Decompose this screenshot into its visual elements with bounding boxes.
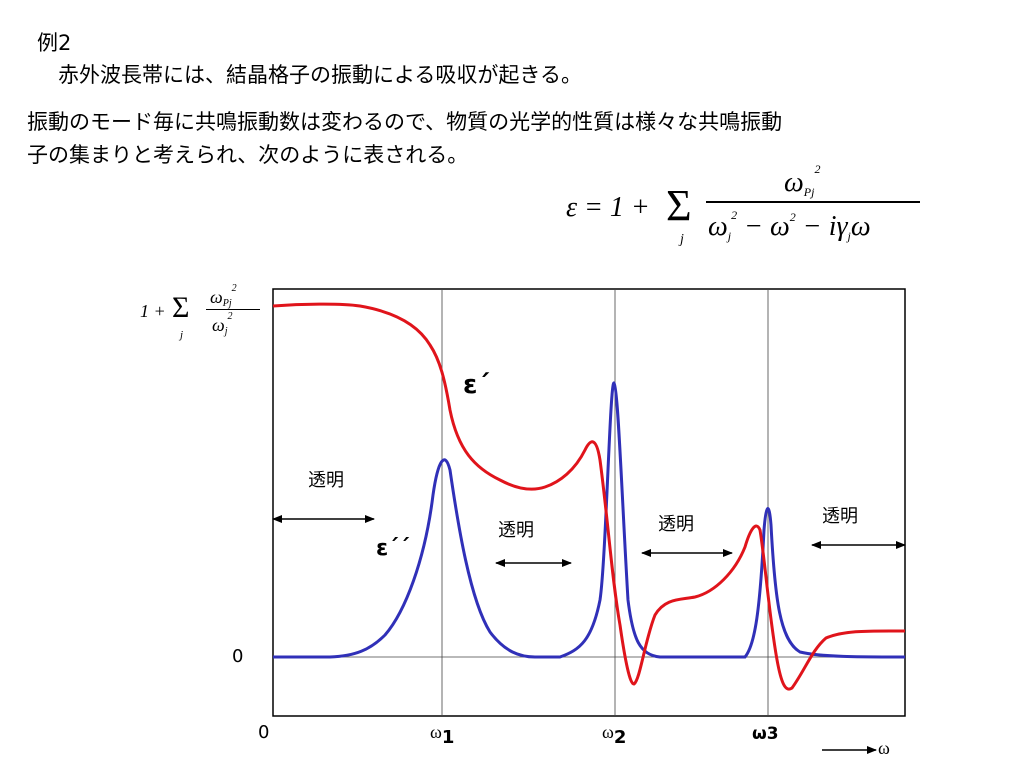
body-line-2: 子の集まりと考えられ、次のように表される。	[27, 143, 469, 167]
transparent-label-4: 透明	[822, 506, 858, 527]
y-tick-zero: 0	[232, 646, 244, 667]
epsilon-imag-label: ε´´	[376, 536, 411, 561]
axis-formula-sigma: Σ	[172, 291, 190, 324]
x-tick-omega-3: ω3	[752, 724, 779, 744]
formula-denominator: ωj2 − ω2 − iγjω	[708, 208, 871, 243]
axis-formula-lhs: 1 +	[140, 301, 166, 321]
heading: 例2	[37, 31, 72, 55]
x-tick-omega-2: ω2	[602, 722, 627, 748]
epsilon-imag-curve	[273, 381, 906, 659]
transparent-label-3: 透明	[658, 514, 694, 535]
formula-sigma: Σ	[666, 181, 692, 230]
formula-sum-index: j	[680, 232, 684, 247]
intro-line: 赤外波長帯には、結晶格子の振動による吸収が起きる。	[58, 63, 582, 87]
body-line-1: 振動のモード毎に共鳴振動数は変わるので、物質の光学的性質は様々な共鳴振動	[27, 110, 783, 134]
x-axis-label: ω	[878, 738, 890, 758]
axis-formula-bar	[206, 309, 260, 310]
plot-frame	[272, 288, 906, 717]
axis-formula-denominator: ωj2	[212, 311, 233, 337]
permittivity-formula: ε = 1 + Σ j ωPj2 ωj2 − ω2 − iγjω	[566, 162, 926, 260]
formula-numerator: ωPj2	[784, 162, 821, 199]
axis-formula-numerator: ωPj2	[210, 283, 237, 309]
x-tick-zero: 0	[258, 722, 270, 743]
axis-formula-index: j	[180, 329, 184, 341]
axis-formula: 1 + Σ j ωPj2 ωj2	[140, 283, 270, 355]
epsilon-real-label: ε´	[463, 370, 491, 400]
formula-lhs: ε = 1 +	[566, 192, 650, 223]
x-tick-omega-1: ω1	[430, 722, 455, 748]
epsilon-real-curve	[272, 302, 906, 691]
transparent-label-2: 透明	[498, 520, 534, 541]
formula-fraction-bar	[706, 201, 920, 203]
transparent-label-1: 透明	[308, 470, 344, 491]
